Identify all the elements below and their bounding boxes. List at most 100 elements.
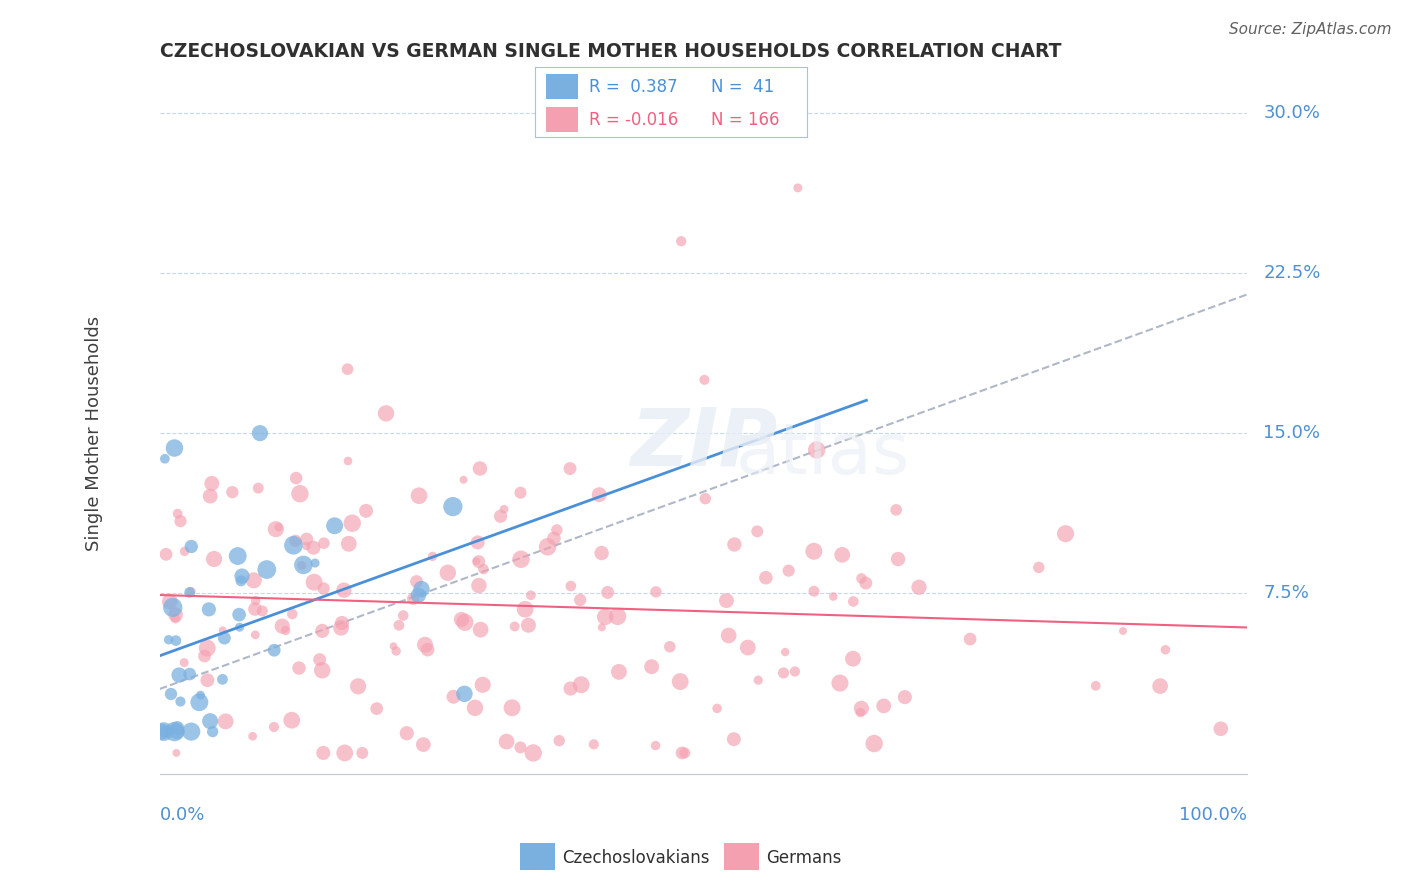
Point xyxy=(188,695,211,709)
Point xyxy=(772,665,794,680)
Point xyxy=(284,533,307,548)
Point xyxy=(520,588,543,602)
Point xyxy=(450,612,472,626)
Point xyxy=(536,540,558,554)
Point xyxy=(263,720,285,734)
Point xyxy=(468,578,491,592)
Point xyxy=(392,608,415,623)
Point xyxy=(180,724,202,739)
Point xyxy=(330,621,353,635)
Point xyxy=(165,746,187,760)
Point xyxy=(588,488,610,502)
Point xyxy=(245,593,267,607)
Point xyxy=(264,522,287,536)
Point xyxy=(778,564,800,578)
Text: Germans: Germans xyxy=(766,849,842,867)
Point xyxy=(851,701,873,715)
Point xyxy=(354,504,377,518)
Point xyxy=(245,628,267,642)
Point xyxy=(312,746,335,760)
Point xyxy=(193,648,215,663)
Point xyxy=(669,674,692,689)
Point xyxy=(312,582,335,596)
Point xyxy=(842,594,865,608)
Point xyxy=(472,562,495,576)
Point xyxy=(214,714,236,729)
Point xyxy=(256,562,278,576)
Point xyxy=(333,746,356,760)
Point xyxy=(173,656,195,670)
Point xyxy=(494,502,516,516)
Point xyxy=(467,555,489,569)
Point xyxy=(249,426,271,441)
Point xyxy=(441,500,464,514)
Point xyxy=(509,485,531,500)
Point xyxy=(803,584,825,599)
Point xyxy=(723,537,745,551)
Point xyxy=(645,585,668,599)
Point xyxy=(560,681,582,696)
Point xyxy=(285,471,308,485)
Text: 100.0%: 100.0% xyxy=(1180,806,1247,824)
Point xyxy=(671,234,693,248)
Point xyxy=(1112,624,1135,638)
Point xyxy=(593,610,616,624)
Point xyxy=(153,724,176,739)
Point xyxy=(274,624,297,638)
Point xyxy=(231,569,253,583)
Point xyxy=(173,544,195,558)
Point xyxy=(323,518,346,533)
Point xyxy=(453,473,475,487)
Point xyxy=(195,673,218,688)
Point xyxy=(333,583,356,598)
Point xyxy=(591,546,613,560)
Point xyxy=(806,442,828,457)
Point xyxy=(503,619,526,633)
Point xyxy=(243,602,266,616)
Point xyxy=(228,620,250,634)
Point xyxy=(166,507,188,521)
Point xyxy=(311,663,333,677)
Point xyxy=(211,624,233,638)
Point xyxy=(543,531,565,545)
Point xyxy=(226,549,249,563)
Point xyxy=(582,737,605,751)
Point xyxy=(560,579,582,593)
Point xyxy=(607,665,630,679)
Point xyxy=(165,633,187,648)
Point xyxy=(693,373,716,387)
Point xyxy=(330,615,353,630)
Point xyxy=(295,532,318,546)
Point xyxy=(202,552,225,566)
Point xyxy=(201,724,224,739)
Text: Source: ZipAtlas.com: Source: ZipAtlas.com xyxy=(1229,22,1392,37)
Point xyxy=(271,619,294,633)
Point xyxy=(569,593,592,607)
Point xyxy=(155,547,177,561)
Point xyxy=(887,552,910,566)
Point xyxy=(169,514,191,528)
Point xyxy=(167,668,190,682)
Point xyxy=(558,461,581,475)
Point xyxy=(169,694,191,708)
Point xyxy=(411,582,433,596)
Point xyxy=(166,724,188,739)
Point xyxy=(179,585,201,599)
Point xyxy=(308,652,330,666)
Point xyxy=(1209,722,1232,736)
Point xyxy=(591,620,613,634)
Point xyxy=(1154,642,1177,657)
Point xyxy=(851,571,873,585)
Point xyxy=(283,538,305,552)
Point xyxy=(160,687,183,701)
Point xyxy=(242,729,264,743)
Text: 7.5%: 7.5% xyxy=(1263,584,1309,602)
Point xyxy=(281,607,304,621)
Point xyxy=(644,739,666,753)
Point xyxy=(548,733,571,747)
Point xyxy=(873,698,896,713)
Point xyxy=(166,721,188,735)
Point xyxy=(247,481,270,495)
Point xyxy=(510,552,533,566)
Point xyxy=(252,604,274,618)
